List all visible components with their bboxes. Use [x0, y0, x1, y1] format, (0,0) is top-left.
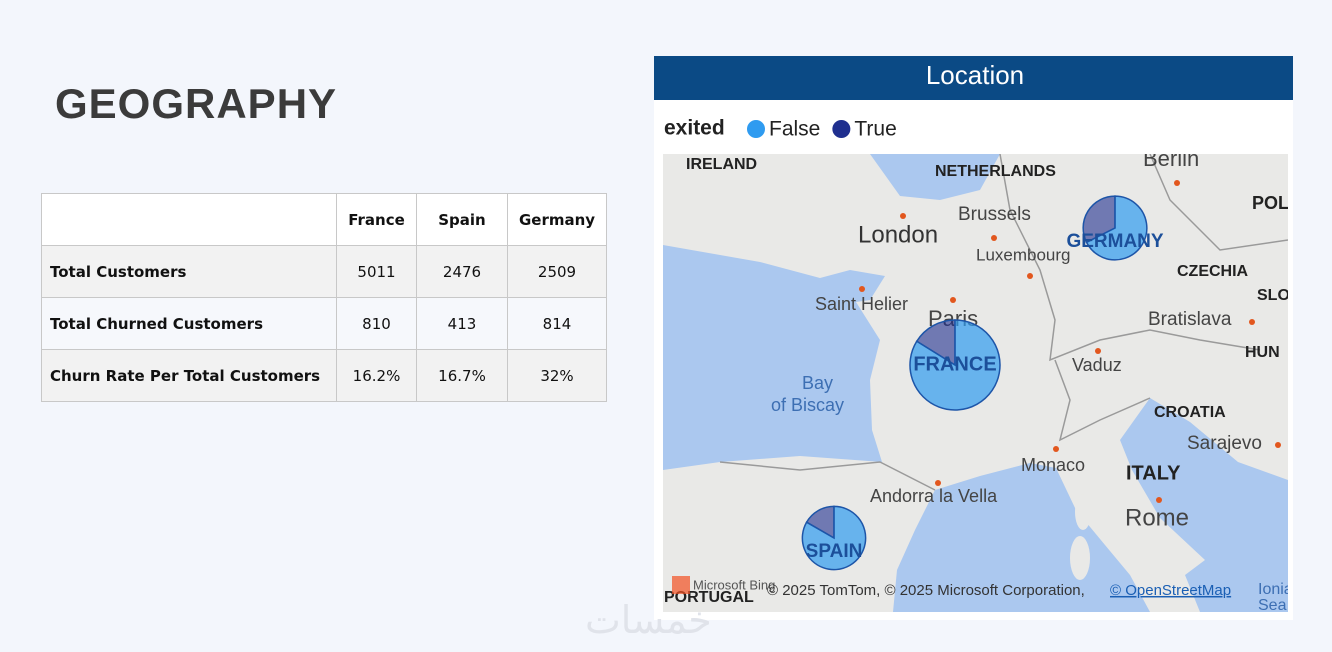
- pie: SPAIN: [801, 505, 867, 571]
- place-label: Brussels: [958, 204, 1031, 225]
- pie: GERMANY: [1066, 195, 1164, 261]
- panel-title: Location: [926, 60, 1024, 90]
- sea: [1120, 398, 1288, 612]
- header-row: France Spain Germany: [41, 193, 607, 246]
- land: [663, 154, 1288, 612]
- panel-header: [654, 56, 1293, 100]
- attribution: © 2025 TomTom, © 2025 Microsoft Corporat…: [767, 582, 1085, 599]
- table-row: Total Customers 5011 2476 2509: [41, 245, 607, 298]
- pie-slice: [915, 319, 956, 367]
- place-label: Rome: [1125, 504, 1189, 531]
- sea: [870, 154, 1000, 200]
- pie-slice: [805, 505, 835, 540]
- sea: [893, 463, 1150, 612]
- pie-slice: [801, 505, 867, 571]
- cell: 5011: [336, 245, 417, 298]
- place-label: Saint Helier: [815, 294, 908, 314]
- place-label: POL: [1252, 193, 1289, 213]
- table-row: Churn Rate Per Total Customers 16.2% 16.7%…: [41, 349, 607, 402]
- column-header: Spain: [416, 193, 508, 246]
- place-label: HUN: [1245, 344, 1280, 361]
- legend-label: False: [769, 118, 820, 141]
- place-label: Sarajevo: [1187, 433, 1262, 454]
- corner-cell: [41, 193, 337, 246]
- city-dot: [935, 480, 941, 486]
- place-label: Sea: [1258, 597, 1287, 614]
- pie-slice: [1082, 195, 1116, 244]
- panel-bg: [654, 56, 1293, 620]
- place-label: Berlin: [1143, 146, 1199, 171]
- pie-label: FRANCE: [913, 353, 996, 375]
- city-dot: [1095, 348, 1101, 354]
- pie-slice: [909, 319, 1001, 411]
- cell: 16.2%: [336, 349, 417, 402]
- column-header: Germany: [507, 193, 607, 246]
- place-label: NETHERLANDS: [935, 163, 1056, 180]
- city-dot: [1156, 497, 1162, 503]
- pie-slice: [1085, 195, 1148, 261]
- city-dot: [1174, 180, 1180, 186]
- place-label: ITALY: [1126, 462, 1181, 484]
- place-label: Bratislava: [1148, 309, 1232, 330]
- place-label: London: [858, 221, 938, 248]
- place-label: Ionian: [1258, 581, 1302, 598]
- logo-icon: [672, 576, 690, 594]
- cell: 16.7%: [416, 349, 508, 402]
- place-label: IRELAND: [686, 156, 757, 173]
- place-label: Vaduz: [1072, 355, 1122, 375]
- city-dot: [1275, 442, 1281, 448]
- cell: 814: [507, 297, 607, 350]
- border: [1149, 154, 1288, 251]
- place-label: Monaco: [1021, 455, 1085, 475]
- column-header: France: [336, 193, 417, 246]
- cell: 2476: [416, 245, 508, 298]
- legend-label: True: [854, 118, 896, 141]
- city-dot: [1027, 273, 1033, 279]
- border: [999, 154, 1261, 362]
- slide-title: GEOGRAPHY: [55, 80, 338, 127]
- pie: FRANCE: [909, 319, 1001, 411]
- pie-label: SPAIN: [806, 541, 863, 562]
- map: IRELAND NETHERLANDS Berlin POL Brussels Londo…: [663, 146, 1302, 614]
- watermark: خمسات: [585, 598, 712, 642]
- place-label: Andorra la Vella: [870, 486, 998, 506]
- city-dot: [900, 213, 906, 219]
- cell: 810: [336, 297, 417, 350]
- table-row: Total Churned Customers 810 413 814: [41, 297, 607, 350]
- legend-title: exited: [664, 117, 725, 140]
- city-dot: [859, 286, 865, 292]
- city-dot: [991, 235, 997, 241]
- row-label: Total Churned Customers: [41, 297, 337, 350]
- place-label: Paris: [928, 306, 978, 331]
- cell: 413: [416, 297, 508, 350]
- legend-marker: [832, 120, 851, 138]
- logo: Microsoft Bing: [693, 577, 775, 592]
- border: [719, 461, 936, 491]
- island: [1070, 536, 1090, 580]
- city-dot: [950, 297, 956, 303]
- cell: 32%: [507, 349, 607, 402]
- place-label: of Biscay: [771, 395, 844, 415]
- attribution-link[interactable]: © OpenStreetMap: [1110, 582, 1231, 599]
- border: [1054, 359, 1151, 442]
- place-label: SLO: [1257, 287, 1290, 304]
- city-dot: [1249, 319, 1255, 325]
- place-label: CROATIA: [1154, 404, 1226, 421]
- place-label: Bay: [802, 373, 833, 393]
- cell: 2509: [507, 245, 607, 298]
- geography-table: France Spain Germany Total Customers 5011…: [41, 193, 607, 402]
- row-label: Churn Rate Per Total Customers: [41, 349, 337, 402]
- island: [1075, 494, 1091, 530]
- pie-label: GERMANY: [1066, 231, 1163, 252]
- city-dot: [1053, 446, 1059, 452]
- row-label: Total Customers: [41, 245, 337, 298]
- place-label: CZECHIA: [1177, 263, 1249, 280]
- legend-marker: [747, 120, 765, 138]
- place-label: Luxembourg: [976, 245, 1071, 264]
- sea: [663, 245, 885, 470]
